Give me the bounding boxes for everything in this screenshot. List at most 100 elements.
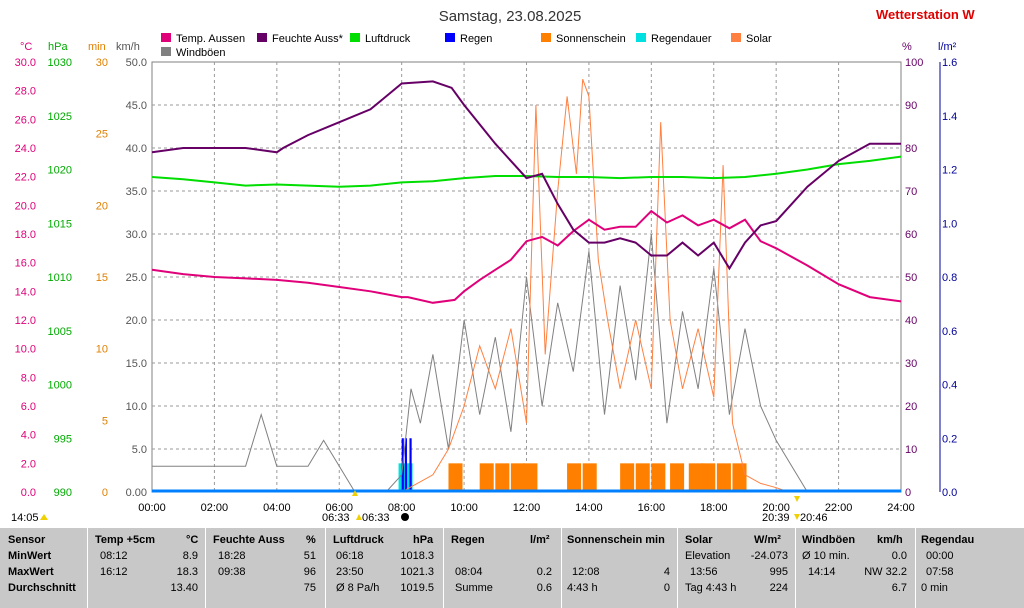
pressure-tick-label: 1015 bbox=[48, 218, 72, 230]
bar-sonnenschein bbox=[620, 463, 635, 492]
x-tick-label: 14:00 bbox=[575, 502, 603, 514]
stats-cell: 14:14 bbox=[808, 566, 836, 578]
x-tick-label: 08:00 bbox=[388, 502, 416, 514]
humidity-axis-unit: % bbox=[902, 41, 912, 53]
bar-sonnenschein bbox=[479, 463, 494, 492]
temp-tick-label: 16.0 bbox=[15, 258, 36, 270]
wind-tick-label: 5.0 bbox=[132, 444, 147, 456]
rain-tick-label: 0.6 bbox=[942, 326, 957, 338]
stats-cell: 995 bbox=[769, 566, 788, 578]
series-line-temp-aussen bbox=[151, 209, 902, 304]
weather-chart: Samstag, 23.08.2025 Wetterstation W Temp… bbox=[11, 7, 975, 524]
bar-regen bbox=[409, 438, 412, 492]
stats-header-wind: Windböen bbox=[802, 534, 856, 546]
stats-cell: 16:12 bbox=[100, 566, 128, 578]
stats-cell: 18:28 bbox=[218, 550, 246, 562]
humidity-tick-label: 30 bbox=[905, 358, 917, 370]
temp-tick-label: 30.0 bbox=[15, 57, 36, 69]
humidity-tick-label: 90 bbox=[905, 100, 917, 112]
legend-swatch bbox=[161, 47, 171, 56]
stats-header-temp: Temp +5cm bbox=[95, 534, 156, 546]
sunset-label: 20:39 bbox=[762, 512, 790, 524]
stats-cell: 08:12 bbox=[100, 550, 128, 562]
stats-cell: 6.7 bbox=[891, 582, 907, 594]
legend-item-label: Regendauer bbox=[651, 33, 712, 45]
humidity-tick-label: 20 bbox=[905, 401, 917, 413]
humidity-tick-label: 50 bbox=[905, 272, 917, 284]
now-marker-icon bbox=[401, 513, 409, 521]
humidity-tick-label: 100 bbox=[905, 57, 923, 69]
x-tick-label: 12:00 bbox=[513, 502, 541, 514]
legend-item-label: Solar bbox=[746, 33, 772, 45]
legend-item-label: Regen bbox=[460, 33, 492, 45]
wind-tick-label: 35.0 bbox=[126, 186, 147, 198]
pressure-tick-label: 990 bbox=[54, 487, 72, 499]
bar-sonnenschein bbox=[716, 463, 731, 492]
stats-header-row: Sensor Temp +5cm °C Feuchte Auss % Luftd… bbox=[0, 532, 1024, 548]
station-name: Wetterstation W bbox=[876, 7, 975, 22]
temp-tick-label: 6.0 bbox=[21, 401, 36, 413]
x-tick-label: 06:00 bbox=[325, 502, 353, 514]
bar-sonnenschein bbox=[635, 463, 650, 492]
wind-tick-label: 40.0 bbox=[126, 143, 147, 155]
stats-row-label: MinWert bbox=[8, 550, 52, 562]
sun-markers bbox=[40, 490, 800, 521]
left-time-label: 14:05 bbox=[11, 512, 39, 524]
series-line-windb-en bbox=[152, 233, 901, 493]
sunrise-label: 06:33 bbox=[322, 512, 350, 524]
legend-swatch bbox=[636, 33, 646, 42]
bar-sonnenschein bbox=[495, 463, 510, 492]
sunset-ext-label: 20:46 bbox=[800, 512, 828, 524]
chart-legend: Temp. Aussen Feuchte Auss* Luftdruck Regen S… bbox=[161, 33, 772, 59]
bar-regen bbox=[404, 438, 407, 492]
bar-sonnenschein bbox=[670, 463, 685, 492]
wind-tick-label: 10.0 bbox=[126, 401, 147, 413]
stats-row-avg: Durchschnitt 13.40 75 Ø 8 Pa/h 1019.5 Su… bbox=[0, 580, 1024, 596]
x-tick-label: 10:00 bbox=[450, 502, 478, 514]
stats-cell: Ø 10 min. bbox=[802, 550, 850, 562]
wind-tick-label: 0.00 bbox=[126, 487, 147, 499]
bar-series bbox=[398, 438, 747, 492]
series-line-solar bbox=[152, 79, 901, 493]
axis-ticks: 00:00 02:00 04:00 06:00 08:00 10:00 12:00 14:00… bbox=[15, 57, 958, 514]
temp-tick-label: 28.0 bbox=[15, 86, 36, 98]
stats-cell: 12:08 bbox=[572, 566, 600, 578]
humidity-tick-label: 80 bbox=[905, 143, 917, 155]
wind-tick-label: 20.0 bbox=[126, 315, 147, 327]
temp-tick-label: 4.0 bbox=[21, 430, 36, 442]
pressure-tick-label: 1025 bbox=[48, 111, 72, 123]
bar-sonnenschein bbox=[701, 463, 716, 492]
rain-tick-label: 0.4 bbox=[942, 380, 957, 392]
bar-sonnenschein bbox=[567, 463, 582, 492]
stats-header-raindur: Regendau bbox=[921, 534, 975, 546]
stats-cell: 96 bbox=[303, 566, 316, 578]
legend-item-label: Temp. Aussen bbox=[176, 33, 245, 45]
stats-cell: Tag 4:43 h bbox=[685, 582, 737, 594]
wind-tick-label: 45.0 bbox=[126, 100, 147, 112]
minutes-tick-label: 10 bbox=[96, 344, 108, 356]
stats-header-humidity-unit: % bbox=[306, 534, 316, 546]
minutes-tick-label: 20 bbox=[96, 200, 108, 212]
temp-tick-label: 24.0 bbox=[15, 143, 36, 155]
stats-table: Sensor Temp +5cm °C Feuchte Auss % Luftd… bbox=[0, 528, 1024, 608]
stats-header-sensor: Sensor bbox=[8, 534, 46, 546]
temp-tick-label: 10.0 bbox=[15, 344, 36, 356]
legend-item-label: Sonnenschein bbox=[556, 33, 626, 45]
pressure-tick-label: 1020 bbox=[48, 165, 72, 177]
legend-swatch bbox=[731, 33, 741, 42]
temp-tick-label: 22.0 bbox=[15, 172, 36, 184]
humidity-tick-label: 10 bbox=[905, 444, 917, 456]
rain-axis-unit: l/m² bbox=[938, 41, 957, 53]
bar-sonnenschein bbox=[510, 463, 525, 492]
humidity-tick-label: 70 bbox=[905, 186, 917, 198]
sunrise-ext-marker-icon bbox=[356, 514, 362, 520]
minutes-tick-label: 15 bbox=[96, 272, 108, 284]
left-time-marker-icon bbox=[40, 514, 48, 520]
stats-cell: 1021.3 bbox=[400, 566, 434, 578]
x-tick-label: 24:00 bbox=[887, 502, 915, 514]
bar-sonnenschein bbox=[651, 463, 666, 492]
minutes-axis-unit: min bbox=[88, 41, 106, 53]
stats-cell: 0.2 bbox=[536, 566, 552, 578]
stats-cell: 0.6 bbox=[536, 582, 552, 594]
bar-sonnenschein bbox=[732, 463, 747, 492]
